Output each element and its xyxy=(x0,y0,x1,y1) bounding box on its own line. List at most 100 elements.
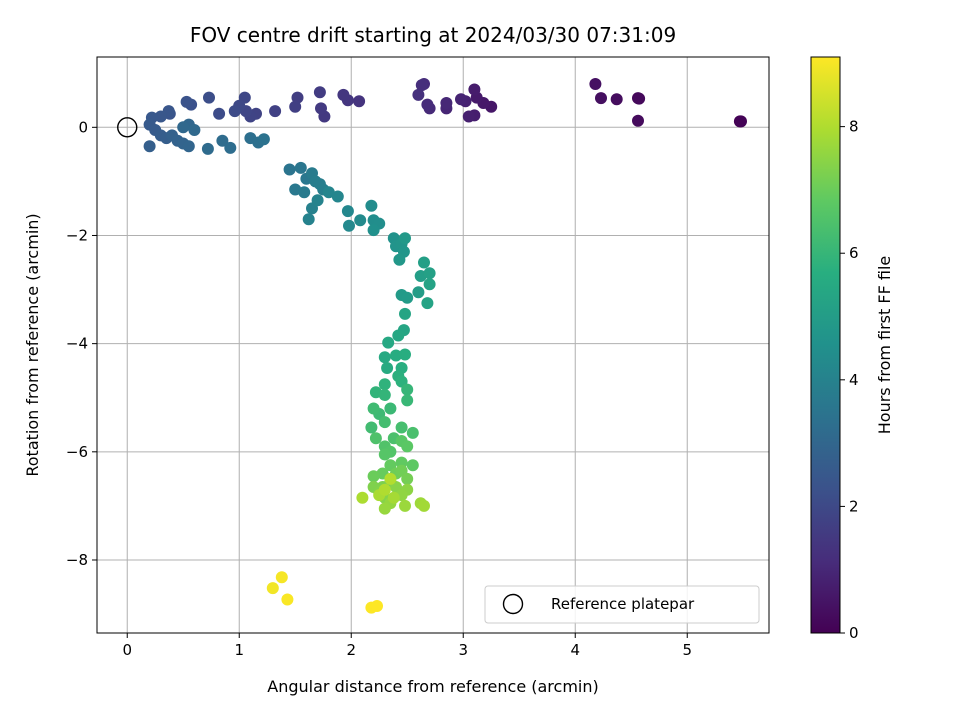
data-point xyxy=(440,97,453,109)
data-point xyxy=(401,394,414,407)
data-point xyxy=(633,92,646,105)
data-point xyxy=(378,502,391,515)
y-tick-label: −4 xyxy=(66,335,88,353)
colorbar-tick-label: 4 xyxy=(849,371,859,389)
data-point xyxy=(367,470,380,483)
data-point xyxy=(418,256,430,269)
data-point xyxy=(378,351,391,364)
data-point xyxy=(341,205,354,218)
colorbar-label: Hours from first FF file xyxy=(875,256,894,435)
data-point xyxy=(589,78,602,90)
x-tick-label: 4 xyxy=(570,641,580,659)
data-point xyxy=(399,232,411,245)
reference-platepar-marker xyxy=(117,117,138,138)
data-point xyxy=(421,98,434,111)
data-point xyxy=(180,95,193,108)
data-point xyxy=(387,491,400,504)
x-tick-label: 2 xyxy=(346,641,356,659)
data-point xyxy=(735,115,747,128)
data-point xyxy=(399,348,411,361)
data-point xyxy=(406,459,419,472)
data-point xyxy=(418,499,430,512)
data-point xyxy=(356,491,369,504)
data-point xyxy=(269,105,282,118)
data-point xyxy=(315,102,327,115)
data-point xyxy=(331,190,344,203)
x-tick-label: 0 xyxy=(122,641,132,659)
data-point xyxy=(275,571,288,584)
data-point xyxy=(266,582,279,595)
data-point xyxy=(177,121,190,134)
y-tick-label: −2 xyxy=(66,226,88,244)
data-point xyxy=(384,472,397,485)
data-point xyxy=(343,219,355,232)
colorbar: 0 2 4 6 8 Hours from first FF file xyxy=(810,56,894,642)
data-point xyxy=(384,402,397,415)
data-point xyxy=(337,88,350,101)
data-point xyxy=(378,416,391,429)
data-point xyxy=(401,383,414,396)
data-point xyxy=(406,426,419,439)
data-point xyxy=(201,142,214,155)
data-point xyxy=(154,110,167,123)
data-point xyxy=(289,183,302,196)
y-tick-label: 0 xyxy=(78,118,88,136)
data-point xyxy=(281,593,294,606)
data-point xyxy=(369,432,382,445)
legend: Reference platepar xyxy=(484,585,760,624)
data-point xyxy=(224,141,237,154)
data-point xyxy=(322,186,335,199)
data-point xyxy=(182,140,195,153)
data-point xyxy=(188,124,201,136)
data-point xyxy=(382,336,395,349)
data-point xyxy=(311,194,324,207)
data-point xyxy=(412,286,425,299)
y-axis-ticks: 0 −2 −4 −6 −8 xyxy=(66,118,97,569)
data-point xyxy=(365,199,378,212)
data-point xyxy=(313,86,326,99)
data-point xyxy=(378,389,391,401)
data-point xyxy=(378,378,391,391)
data-point xyxy=(216,134,229,147)
data-point xyxy=(367,224,380,237)
data-point xyxy=(462,110,475,123)
data-point xyxy=(381,362,394,374)
data-point xyxy=(378,483,391,496)
colorbar-tick-label: 6 xyxy=(849,244,859,262)
data-points xyxy=(143,78,747,614)
data-point xyxy=(401,291,414,304)
chart-title: FOV centre drift starting at 2024/03/30 … xyxy=(190,23,676,47)
data-point xyxy=(289,100,302,113)
data-point xyxy=(468,83,481,96)
data-point xyxy=(392,329,405,342)
data-point xyxy=(421,297,434,310)
data-point xyxy=(291,91,304,104)
data-point xyxy=(390,349,402,362)
x-tick-label: 1 xyxy=(234,641,244,659)
colorbar-tick-label: 2 xyxy=(849,497,859,515)
data-point xyxy=(294,161,307,174)
data-point xyxy=(283,163,296,176)
data-point xyxy=(395,421,408,434)
colorbar-tick-label: 8 xyxy=(849,118,859,136)
data-point xyxy=(412,88,425,101)
grid-lines xyxy=(97,57,769,633)
data-point xyxy=(302,213,315,226)
data-point xyxy=(378,448,391,461)
data-point xyxy=(415,79,428,92)
x-tick-label: 3 xyxy=(458,641,468,659)
data-point xyxy=(401,472,414,485)
data-point xyxy=(353,95,366,108)
data-point xyxy=(367,402,380,415)
data-point xyxy=(632,114,644,127)
y-axis-label: Rotation from reference (arcmin) xyxy=(23,213,42,476)
x-tick-label: 5 xyxy=(682,641,692,659)
x-axis-ticks: 0 1 2 3 4 5 xyxy=(122,633,692,659)
y-tick-label: −6 xyxy=(66,443,88,461)
data-point xyxy=(228,105,241,118)
data-point xyxy=(423,278,436,291)
data-point xyxy=(371,600,383,612)
data-point xyxy=(213,107,226,120)
data-point xyxy=(365,421,378,434)
